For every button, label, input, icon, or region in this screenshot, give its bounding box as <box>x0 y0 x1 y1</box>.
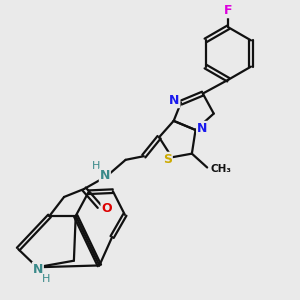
Text: N: N <box>197 122 207 135</box>
Text: N: N <box>169 94 180 107</box>
Text: H: H <box>42 274 50 284</box>
Text: N: N <box>33 262 43 276</box>
Text: H: H <box>92 161 100 171</box>
Text: N: N <box>100 169 110 182</box>
Text: F: F <box>224 4 232 17</box>
Text: CH₃: CH₃ <box>211 164 232 174</box>
Text: S: S <box>163 153 172 166</box>
Text: O: O <box>101 202 112 215</box>
